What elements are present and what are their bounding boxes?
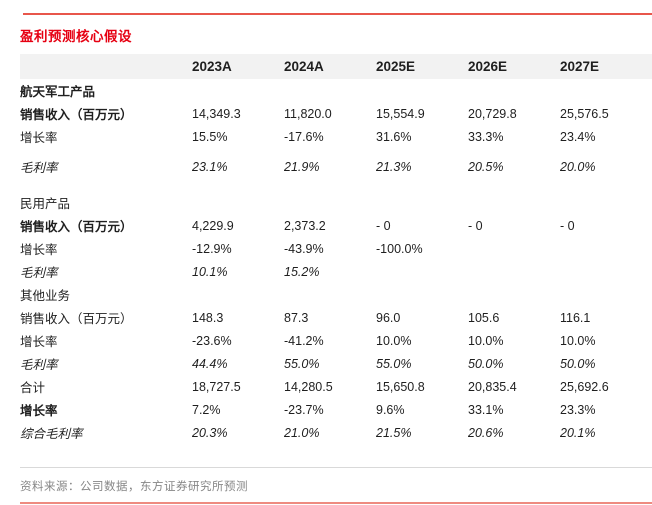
- header-cell-year: 2024A: [284, 59, 324, 74]
- header-cell-year: 2026E: [468, 59, 508, 74]
- source-note: 资料来源：公司数据，东方证券研究所预测: [20, 481, 248, 493]
- cell-value: 7.2%: [192, 402, 221, 417]
- cell-value: -43.9%: [284, 241, 324, 256]
- cell-value: 55.0%: [376, 356, 412, 371]
- row-label: 增长率: [20, 404, 58, 418]
- row-label: 毛利率: [20, 358, 58, 372]
- cell-value: 50.0%: [560, 356, 596, 371]
- cell-value: 20.3%: [192, 425, 228, 440]
- cell-value: 96.0: [376, 310, 401, 325]
- cell-value: 15,650.8: [376, 379, 425, 394]
- cell-value: 105.6: [468, 310, 500, 325]
- cell-value: 20.1%: [560, 425, 596, 440]
- cell-value: 21.5%: [376, 425, 412, 440]
- cell-value: 23.4%: [560, 129, 596, 144]
- cell-value: -41.2%: [284, 333, 324, 348]
- table-row: 销售收入（百万元） 4,229.9 2,373.2 - 0 - 0 - 0: [20, 214, 652, 237]
- row-label: 综合毛利率: [20, 427, 83, 441]
- cell-value: 33.1%: [468, 402, 504, 417]
- row-label: 毛利率: [20, 161, 58, 175]
- row-label: 增长率: [20, 335, 58, 349]
- row-label: 增长率: [20, 131, 58, 145]
- cell-value: 33.3%: [468, 129, 504, 144]
- table-row: 增长率 7.2% -23.7% 9.6% 33.1% 23.3%: [20, 398, 652, 421]
- cell-value: -23.7%: [284, 402, 324, 417]
- cell-value: 148.3: [192, 310, 224, 325]
- cell-value: 55.0%: [284, 356, 320, 371]
- table-row: 销售收入（百万元） 148.3 87.3 96.0 105.6 116.1: [20, 306, 652, 329]
- cell-value: 10.0%: [376, 333, 412, 348]
- table-body: 航天军工产品销售收入（百万元） 14,349.3 11,820.0 15,554.9 2…: [20, 79, 652, 444]
- table-row: 航天军工产品: [20, 79, 652, 102]
- page-title: 盈利预测核心假设: [20, 29, 132, 44]
- cell-value: 18,727.5: [192, 379, 241, 394]
- cell-value: - 0: [468, 218, 483, 233]
- header-cell-year: 2023A: [192, 59, 232, 74]
- cell-value: 20.5%: [468, 159, 504, 174]
- cell-value: 15,554.9: [376, 106, 425, 121]
- cell-value: -23.6%: [192, 333, 232, 348]
- table-row: 合计 18,727.5 14,280.5 15,650.8 20,835.4 25,692…: [20, 375, 652, 398]
- row-label: 销售收入（百万元）: [20, 220, 133, 234]
- row-label: 销售收入（百万元）: [20, 312, 133, 326]
- row-label: 增长率: [20, 243, 58, 257]
- table-row: 毛利率 10.1% 15.2%: [20, 260, 652, 283]
- table-row: 增长率 -12.9% -43.9% -100.0%: [20, 237, 652, 260]
- header-cell-year: 2025E: [376, 59, 416, 74]
- cell-value: 50.0%: [468, 356, 504, 371]
- cell-value: 10.0%: [468, 333, 504, 348]
- cell-value: 31.6%: [376, 129, 412, 144]
- cell-value: 21.0%: [284, 425, 320, 440]
- top-divider: [23, 13, 652, 15]
- cell-value: 15.5%: [192, 129, 228, 144]
- row-label: 毛利率: [20, 266, 58, 280]
- cell-value: 20,729.8: [468, 106, 517, 121]
- row-label: 民用产品: [20, 197, 71, 211]
- cell-value: 23.1%: [192, 159, 228, 174]
- cell-value: 11,820.0: [284, 106, 332, 121]
- table-header-row: 2023A 2024A 2025E 2026E 2027E: [20, 54, 652, 79]
- row-label: 航天军工产品: [20, 85, 96, 99]
- cell-value: 2,373.2: [284, 218, 326, 233]
- cell-value: 87.3: [284, 310, 309, 325]
- table-row: 毛利率 23.1% 21.9% 21.3% 20.5% 20.0%: [20, 155, 652, 178]
- bottom-divider: [20, 502, 652, 504]
- cell-value: 25,692.6: [560, 379, 609, 394]
- row-label: 其他业务: [20, 289, 71, 303]
- cell-value: 44.4%: [192, 356, 228, 371]
- cell-value: 116.1: [560, 310, 591, 325]
- cell-value: -12.9%: [192, 241, 232, 256]
- table-row: 销售收入（百万元） 14,349.3 11,820.0 15,554.9 20,729.…: [20, 102, 652, 125]
- cell-value: -17.6%: [284, 129, 324, 144]
- cell-value: 21.3%: [376, 159, 412, 174]
- cell-value: - 0: [560, 218, 575, 233]
- table-row: 其他业务: [20, 283, 652, 306]
- table-row: 毛利率 44.4% 55.0% 55.0% 50.0% 50.0%: [20, 352, 652, 375]
- cell-value: -100.0%: [376, 241, 423, 256]
- cell-value: 20,835.4: [468, 379, 517, 394]
- cell-value: 4,229.9: [192, 218, 234, 233]
- row-label: 销售收入（百万元）: [20, 108, 133, 122]
- cell-value: 15.2%: [284, 264, 320, 279]
- header-cell-year: 2027E: [560, 59, 600, 74]
- cell-value: 20.0%: [560, 159, 596, 174]
- cell-value: 14,280.5: [284, 379, 333, 394]
- cell-value: 10.1%: [192, 264, 228, 279]
- table-row: 增长率 15.5% -17.6% 31.6% 33.3% 23.4%: [20, 125, 652, 148]
- table-row: 综合毛利率 20.3% 21.0% 21.5% 20.6% 20.1%: [20, 421, 652, 444]
- footer-divider: [20, 467, 652, 468]
- cell-value: - 0: [376, 218, 391, 233]
- cell-value: 20.6%: [468, 425, 504, 440]
- cell-value: 23.3%: [560, 402, 596, 417]
- forecast-table: 2023A 2024A 2025E 2026E 2027E 航天军工产品销售收入…: [20, 54, 652, 444]
- cell-value: 10.0%: [560, 333, 596, 348]
- cell-value: 25,576.5: [560, 106, 609, 121]
- cell-value: 14,349.3: [192, 106, 241, 121]
- cell-value: 21.9%: [284, 159, 320, 174]
- row-label: 合计: [20, 381, 46, 395]
- table-row: 增长率 -23.6% -41.2% 10.0% 10.0% 10.0%: [20, 329, 652, 352]
- cell-value: 9.6%: [376, 402, 405, 417]
- table-row: 民用产品: [20, 191, 652, 214]
